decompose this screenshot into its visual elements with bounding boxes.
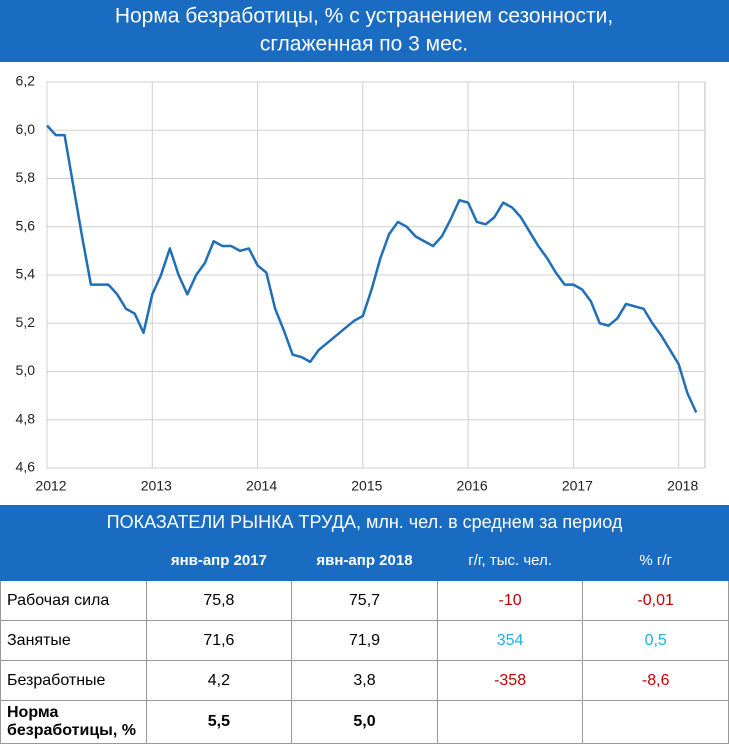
table: ПОКАЗАТЕЛИ РЫНКА ТРУДА, млн. чел. в сред…	[0, 505, 729, 744]
header-cell: явн-апр 2018	[291, 540, 438, 581]
x-tick-label: 2013	[141, 478, 172, 494]
chart-title: Норма безработицы, % с устранением сезон…	[115, 5, 613, 28]
table-cell: -10	[436, 580, 584, 621]
y-tick-label: 5,2	[16, 314, 36, 330]
table-cell	[436, 700, 584, 744]
table-cell	[582, 700, 729, 744]
table-cell: 75,7	[291, 580, 438, 621]
x-tick-label: 2014	[246, 478, 277, 494]
y-tick-label: 5,4	[16, 266, 36, 282]
header-cell: % г/г	[582, 540, 729, 581]
y-tick-label: 6,0	[16, 121, 36, 137]
y-tick-label: 6,2	[16, 73, 36, 89]
header-cell	[0, 540, 147, 581]
x-tick-label: 2016	[457, 478, 488, 494]
line-series	[46, 124, 698, 414]
y-tick-label: 4,8	[16, 410, 36, 426]
table-cell: -8,6	[582, 660, 729, 701]
y-tick-label: 5,6	[16, 217, 36, 233]
x-tick-label: 2018	[667, 478, 698, 494]
y-tick-label: 4,6	[16, 459, 36, 475]
header-cell: янв-апр 2017	[145, 540, 293, 581]
table-cell: Занятые	[0, 620, 147, 661]
table-cell: 71,6	[145, 620, 293, 661]
table-cell: 3,8	[291, 660, 438, 701]
table-row: Занятые 71,6 71,9 354 0,5	[0, 620, 729, 661]
table-cell: Норма безработицы, %	[0, 700, 147, 744]
table-cell: Рабочая сила	[0, 580, 147, 621]
x-tick-label: 2015	[351, 478, 382, 494]
table-row: Рабочая сила 75,8 75,7 -10 -0,01	[0, 580, 729, 621]
table-cell: -358	[436, 660, 584, 701]
table-cell: -0,01	[582, 580, 729, 621]
title-band	[0, 0, 729, 62]
chart: Норма безработицы, % с устранением сезон…	[0, 0, 729, 505]
y-tick-label: 5,8	[16, 169, 36, 185]
x-tick-label: 2012	[35, 478, 66, 494]
table-title: ПОКАЗАТЕЛИ РЫНКА ТРУДА, млн. чел. в сред…	[106, 512, 623, 532]
table-row: Норма безработицы, % 5,5 5,0	[0, 700, 729, 744]
x-tick-label: 2017	[562, 478, 593, 494]
table-cell: 354	[436, 620, 584, 661]
chart-title: сглаженная по 3 мес.	[260, 33, 468, 56]
table-cell: 0,5	[582, 620, 729, 661]
table-cell: 71,9	[291, 620, 438, 661]
table-cell: Безработные	[0, 660, 147, 701]
table-row: Безработные 4,2 3,8 -358 -8,6	[0, 660, 729, 701]
table-cell: 5,5	[145, 700, 293, 744]
y-tick-label: 5,0	[16, 362, 36, 378]
table-cell: 4,2	[145, 660, 293, 701]
table-cell: 75,8	[145, 580, 293, 621]
header-cell: г/г, тыс. чел.	[436, 540, 584, 581]
table-cell: 5,0	[291, 700, 438, 744]
